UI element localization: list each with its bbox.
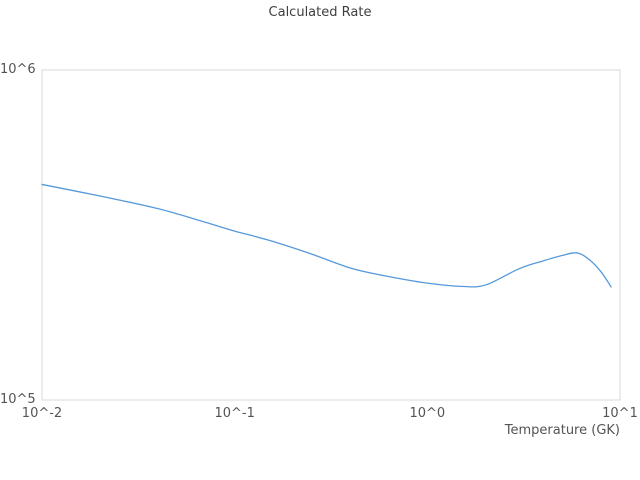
rate-line xyxy=(41,183,612,288)
x-tick-label: 10^-1 xyxy=(214,406,255,421)
chart-title: Calculated Rate xyxy=(268,5,372,20)
x-tick-label: 10^0 xyxy=(409,406,446,421)
x-axis-title: Temperature (GK) xyxy=(504,423,620,438)
y-tick-label: 10^6 xyxy=(0,62,36,77)
x-tick-label: 10^1 xyxy=(602,406,638,421)
x-tick-label: 10^-2 xyxy=(21,406,63,421)
plot-border xyxy=(41,69,621,401)
y-tick-label: 10^5 xyxy=(0,392,36,407)
